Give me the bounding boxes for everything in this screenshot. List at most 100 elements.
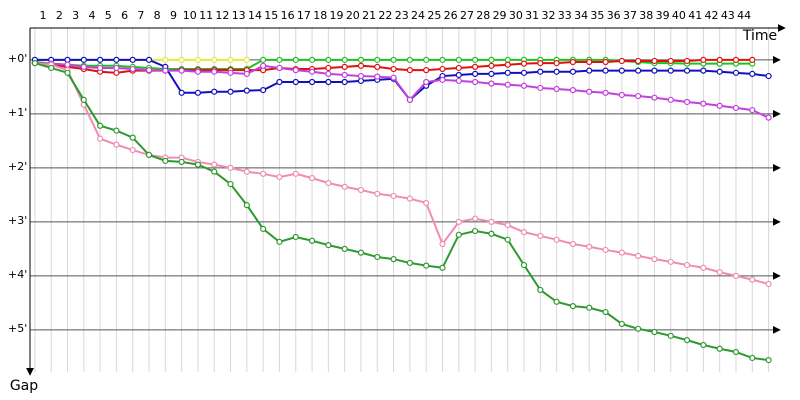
point: [97, 135, 104, 142]
point: [439, 264, 446, 271]
point: [357, 62, 365, 69]
x-tick-label: 34: [574, 9, 588, 22]
x-tick-label: 16: [281, 9, 295, 22]
point: [765, 72, 772, 80]
point: [260, 62, 267, 69]
point: [357, 186, 365, 194]
point: [683, 67, 691, 74]
point: [227, 180, 234, 188]
point: [80, 96, 87, 103]
y-tick-label: +2': [8, 160, 27, 173]
point: [455, 218, 462, 225]
point: [488, 62, 495, 69]
point: [113, 56, 120, 63]
point: [455, 77, 462, 85]
point: [553, 60, 560, 67]
plot: [31, 56, 772, 364]
point: [325, 78, 332, 86]
point: [341, 183, 348, 190]
grid: [30, 28, 781, 372]
point: [700, 264, 707, 271]
point: [586, 243, 593, 250]
x-tick-label: 6: [121, 9, 128, 22]
point: [520, 69, 528, 76]
point: [292, 233, 299, 241]
point: [325, 56, 332, 63]
x-tick-label: 39: [656, 9, 670, 22]
point: [194, 68, 202, 75]
point: [700, 100, 707, 107]
x-tick-label: 32: [541, 9, 555, 22]
point: [194, 56, 202, 63]
point: [569, 240, 577, 248]
point: [178, 67, 185, 74]
point: [227, 164, 234, 171]
point: [64, 61, 71, 68]
point: [488, 56, 495, 63]
point: [504, 81, 511, 88]
x-tick-label: 7: [137, 9, 144, 22]
point: [749, 354, 756, 362]
point: [308, 78, 316, 86]
point: [569, 58, 577, 66]
x-tick-label: 31: [525, 9, 539, 22]
x-tick-label: 33: [558, 9, 572, 22]
x-tick-label: 40: [672, 9, 686, 22]
point: [276, 238, 283, 245]
x-tick-label: 44: [737, 9, 751, 22]
point: [129, 146, 136, 154]
point: [472, 63, 479, 70]
point: [635, 92, 642, 100]
point: [537, 84, 544, 92]
point: [749, 106, 756, 114]
point: [586, 67, 593, 74]
x-tick-label: 26: [444, 9, 458, 22]
point: [97, 56, 104, 63]
point: [260, 87, 267, 94]
point: [504, 236, 511, 243]
point: [765, 280, 772, 288]
x-tick-label: 3: [72, 9, 79, 22]
point: [97, 64, 104, 72]
point: [553, 85, 560, 93]
point: [765, 114, 772, 121]
point: [618, 320, 625, 328]
point: [113, 141, 120, 148]
point: [651, 328, 658, 336]
point: [683, 57, 691, 65]
x-tick-label: 23: [395, 9, 409, 22]
point: [716, 68, 723, 75]
point: [80, 63, 87, 70]
point: [145, 56, 153, 63]
point: [488, 80, 495, 87]
point: [602, 246, 609, 254]
point: [504, 61, 511, 68]
point: [227, 56, 234, 63]
point: [129, 134, 136, 141]
point: [341, 71, 348, 79]
point: [504, 222, 511, 229]
point: [586, 304, 593, 311]
point: [113, 127, 120, 134]
point: [553, 236, 560, 243]
point: [651, 94, 658, 101]
series-line: [34, 62, 770, 119]
point: [520, 229, 528, 236]
x-tick-label: 19: [330, 9, 344, 22]
point: [243, 56, 250, 63]
point: [374, 56, 381, 63]
point: [260, 170, 267, 177]
x-tick-label: 24: [411, 9, 425, 22]
series-line: [34, 58, 769, 102]
point: [537, 68, 544, 75]
point: [602, 89, 609, 96]
point: [211, 68, 218, 75]
point: [455, 64, 462, 72]
point: [683, 337, 691, 344]
x-tick-label: 37: [623, 9, 637, 22]
x-tick-label: 21: [362, 9, 376, 22]
x-tick-label: 35: [590, 9, 604, 22]
point: [423, 262, 430, 269]
point: [178, 56, 185, 63]
point: [276, 64, 283, 72]
